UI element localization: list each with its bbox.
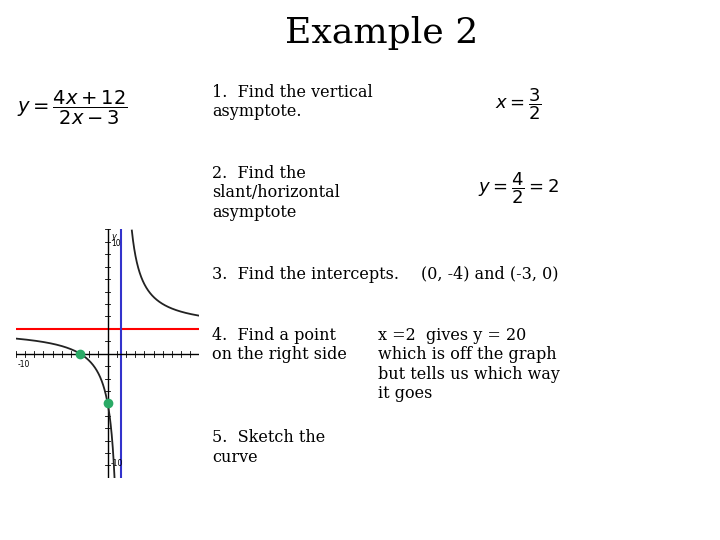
Text: $x = \dfrac{3}{2}$: $x = \dfrac{3}{2}$ — [495, 86, 541, 122]
Text: 10: 10 — [112, 239, 121, 248]
Text: 1.  Find the vertical
asymptote.: 1. Find the vertical asymptote. — [212, 84, 373, 120]
Text: 5.  Sketch the
curve: 5. Sketch the curve — [212, 429, 325, 466]
Text: x =2  gives y = 20
which is off the graph
but tells us which way
it goes: x =2 gives y = 20 which is off the graph… — [378, 327, 560, 402]
Text: (0, -4) and (-3, 0): (0, -4) and (-3, 0) — [421, 266, 559, 282]
Text: 2.  Find the
slant/horizontal
asymptote: 2. Find the slant/horizontal asymptote — [212, 165, 341, 221]
Text: y: y — [112, 232, 117, 241]
Text: -10: -10 — [110, 459, 123, 468]
Text: 4.  Find a point
on the right side: 4. Find a point on the right side — [212, 327, 347, 363]
Text: 3.  Find the intercepts.: 3. Find the intercepts. — [212, 266, 400, 282]
Text: -10: -10 — [18, 360, 30, 369]
Text: $y = \dfrac{4x+12}{2x-3}$: $y = \dfrac{4x+12}{2x-3}$ — [17, 89, 127, 127]
Text: Example 2: Example 2 — [285, 16, 478, 50]
Text: $y = \dfrac{4}{2} = 2$: $y = \dfrac{4}{2} = 2$ — [478, 170, 559, 206]
